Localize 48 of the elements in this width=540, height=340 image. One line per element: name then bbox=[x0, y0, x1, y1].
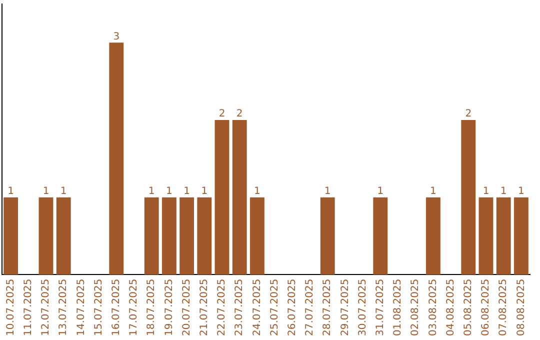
x-tick-label: 30.07.2025 bbox=[357, 278, 368, 336]
data-label: 2 bbox=[465, 108, 472, 120]
x-tick-label: 25.07.2025 bbox=[269, 278, 280, 336]
x-tick-label: 13.07.2025 bbox=[58, 278, 70, 336]
x-tick-label: 10.07.2025 bbox=[5, 278, 16, 336]
data-label: 1 bbox=[184, 186, 190, 197]
x-tick-label: 03.08.2025 bbox=[428, 278, 439, 336]
data-label: 1 bbox=[201, 186, 208, 197]
x-tick-label: 26.07.2025 bbox=[286, 278, 298, 336]
data-label: 1 bbox=[500, 186, 507, 197]
x-tick-label: 11.07.2025 bbox=[22, 278, 34, 336]
data-label: 1 bbox=[324, 186, 331, 197]
x-tick-label: 04.08.2025 bbox=[445, 278, 456, 336]
x-tick-label: 14.07.2025 bbox=[76, 278, 87, 336]
data-label: 1 bbox=[42, 186, 50, 197]
x-tick-label: 17.07.2025 bbox=[128, 278, 140, 336]
data-label: 1 bbox=[377, 186, 384, 197]
data-label: 1 bbox=[148, 186, 155, 197]
x-tick-label: 06.08.2025 bbox=[480, 278, 492, 336]
data-label: 1 bbox=[254, 186, 260, 197]
x-tick-label: 08.08.2025 bbox=[516, 278, 527, 336]
data-label: 1 bbox=[60, 186, 67, 197]
x-tick-label: 16.07.2025 bbox=[110, 278, 122, 336]
x-tick-label: 29.07.2025 bbox=[340, 278, 351, 336]
data-label: 1 bbox=[482, 186, 490, 197]
x-tick-label: 22.07.2025 bbox=[216, 278, 228, 336]
x-tick-label: 19.07.2025 bbox=[164, 278, 175, 336]
x-tick-label: 02.08.2025 bbox=[410, 278, 422, 336]
data-label: 3 bbox=[113, 31, 120, 42]
data-label: 1 bbox=[166, 186, 172, 197]
x-tick-label: 01.08.2025 bbox=[392, 278, 404, 336]
data-label: 2 bbox=[218, 108, 226, 120]
x-tick-label: 31.07.2025 bbox=[374, 278, 386, 336]
x-tick-label: 20.07.2025 bbox=[181, 278, 192, 336]
x-tick-label: 23.07.2025 bbox=[234, 278, 246, 336]
x-tick-label: 21.07.2025 bbox=[198, 278, 210, 336]
x-tick-label: 05.08.2025 bbox=[462, 278, 474, 336]
data-label: 2 bbox=[236, 108, 243, 120]
data-label: 1 bbox=[430, 186, 436, 197]
x-tick-label: 15.07.2025 bbox=[93, 278, 104, 336]
x-tick-label: 28.07.2025 bbox=[322, 278, 334, 336]
x-tick-label: 24.07.2025 bbox=[252, 278, 263, 336]
x-tick-label: 18.07.2025 bbox=[146, 278, 158, 336]
x-tick-label: 27.07.2025 bbox=[304, 278, 316, 336]
data-label: 1 bbox=[518, 186, 524, 197]
x-tick-label: 07.08.2025 bbox=[498, 278, 510, 336]
data-label: 1 bbox=[8, 186, 14, 197]
x-tick-label: 12.07.2025 bbox=[40, 278, 52, 336]
